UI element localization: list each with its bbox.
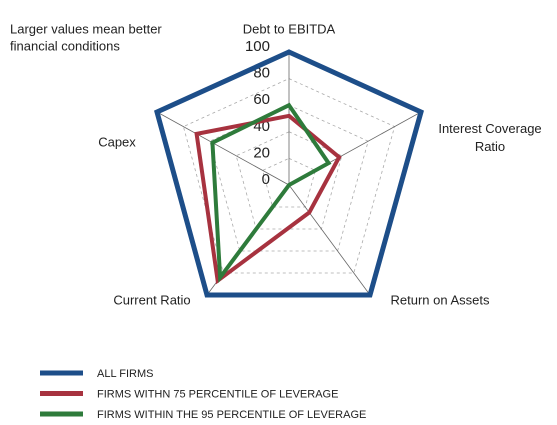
series-line [154, 49, 424, 298]
annotation: financial conditions [10, 38, 120, 53]
axis-label-line: Interest Coverage [438, 121, 541, 136]
grid-ring [209, 104, 369, 252]
axis-label-line: Ratio [475, 139, 505, 154]
axis-label: Return on Assets [391, 292, 490, 307]
series-line [210, 102, 332, 284]
legend-text: ALL FIRMS [97, 368, 153, 380]
axis-label: Current Ratio [113, 292, 190, 307]
legend-text: FIRMS WITHIN THE 95 PERCENTILE OF LEVERA… [97, 409, 366, 421]
spoke [156, 111, 290, 186]
r-tick-label: 100 [245, 38, 270, 55]
series-line [194, 113, 342, 285]
r-tick-label: 60 [253, 91, 270, 108]
spoke [288, 184, 371, 296]
axis-label: Capex [98, 134, 136, 149]
grid-ring [262, 157, 316, 208]
legend-text: FIRMS WITHN 75 PERCENTILE OF LEVERAGE [97, 388, 338, 400]
axis-label: Interest Coverage Ratio [438, 121, 541, 154]
r-tick-label: 0 [262, 171, 270, 188]
axis-label: Debt to EBITDA [243, 21, 336, 36]
r-tick-label: 20 [253, 144, 270, 161]
annotation: Larger values mean better [10, 21, 162, 36]
grid-ring [182, 78, 396, 274]
